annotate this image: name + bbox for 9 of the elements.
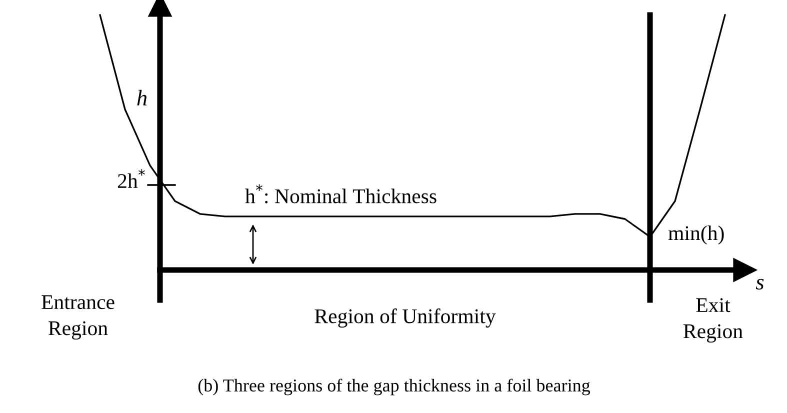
annotation: 2h$^{*}$	[118, 169, 145, 188]
y-axis-title: h	[137, 90, 147, 106]
annotation: h$^{*}$: Nominal Thickness	[245, 184, 436, 204]
text: Exit Region	[684, 298, 743, 343]
annotation: min(h)	[668, 226, 724, 244]
x-axis-title: s	[756, 278, 764, 290]
text: Region of Uniformity	[314, 308, 496, 328]
text: (b) Three regions of the gap thickness in a foil bearing	[198, 378, 590, 396]
text: Entrance Region	[42, 295, 114, 340]
